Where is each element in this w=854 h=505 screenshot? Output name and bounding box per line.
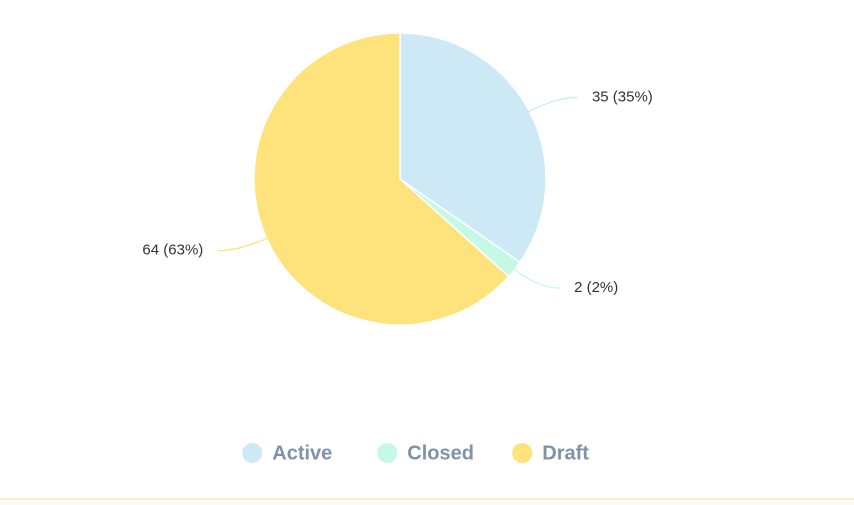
footer-band: [0, 499, 854, 505]
legend-label: Active: [272, 442, 332, 464]
leader-line: [527, 96, 578, 113]
leader-line: [512, 267, 561, 289]
legend-label: Draft: [542, 442, 589, 464]
legend-marker: [242, 443, 263, 463]
legend-label: Closed: [407, 442, 474, 464]
legend-marker: [377, 443, 398, 463]
data-label: 35 (35%): [592, 88, 653, 105]
legend-marker: [512, 443, 533, 463]
data-label: 64 (63%): [142, 242, 203, 259]
data-label: 2 (2%): [574, 279, 618, 296]
leader-line: [217, 237, 269, 252]
